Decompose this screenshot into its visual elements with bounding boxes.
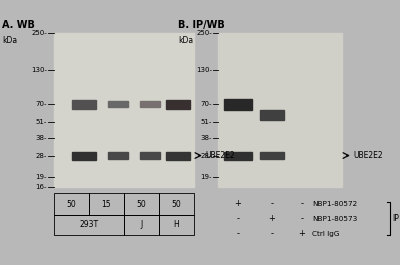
Text: -: - (300, 199, 304, 208)
Bar (166, 152, 190, 160)
Bar (224, 99, 252, 110)
Text: 50: 50 (172, 200, 181, 209)
Text: NBP1-80573: NBP1-80573 (312, 216, 357, 222)
Text: A. WB: A. WB (2, 20, 35, 30)
Text: Ctrl IgG: Ctrl IgG (312, 231, 340, 237)
Bar (260, 152, 284, 159)
Text: -: - (270, 229, 274, 238)
Text: 19-: 19- (35, 174, 47, 180)
Text: 70-: 70- (35, 101, 47, 107)
Text: IP: IP (392, 214, 399, 223)
Bar (54, 193, 89, 215)
Text: 51-: 51- (36, 119, 47, 125)
Text: -: - (270, 199, 274, 208)
Text: +: + (234, 199, 242, 208)
Bar (140, 101, 160, 107)
Text: -: - (236, 229, 240, 238)
Bar (159, 215, 194, 235)
Text: +: + (268, 214, 276, 223)
Text: 28-: 28- (201, 153, 212, 158)
Text: 16-: 16- (35, 184, 47, 190)
Text: +: + (298, 229, 306, 238)
Text: 19-: 19- (200, 174, 212, 180)
Bar (124, 193, 159, 215)
Bar (72, 152, 96, 160)
Bar (224, 152, 252, 160)
Text: 70-: 70- (200, 101, 212, 107)
Text: 50: 50 (67, 200, 76, 209)
Bar (89, 193, 124, 215)
Bar (108, 152, 128, 159)
Text: kDa: kDa (2, 36, 17, 45)
Text: J: J (140, 220, 143, 229)
Bar (108, 101, 128, 108)
Text: 51-: 51- (201, 119, 212, 125)
Text: -: - (300, 214, 304, 223)
Text: UBE2E2: UBE2E2 (354, 151, 383, 160)
Bar (72, 100, 96, 109)
Bar (140, 152, 160, 159)
Bar (218, 33, 342, 187)
Text: 28-: 28- (36, 153, 47, 158)
Bar (54, 215, 124, 235)
Text: 130-: 130- (31, 67, 47, 73)
Bar (159, 193, 194, 215)
Bar (124, 215, 159, 235)
Text: 15: 15 (102, 200, 111, 209)
Text: 130-: 130- (196, 67, 212, 73)
Text: 50: 50 (137, 200, 146, 209)
Text: H: H (174, 220, 179, 229)
Bar (166, 100, 190, 109)
Text: NBP1-80572: NBP1-80572 (312, 201, 357, 207)
Bar (54, 33, 194, 187)
Text: B. IP/WB: B. IP/WB (178, 20, 225, 30)
Text: UBE2E2: UBE2E2 (206, 151, 235, 160)
Text: 38-: 38- (200, 135, 212, 142)
Text: -: - (236, 214, 240, 223)
Text: 250-: 250- (196, 30, 212, 36)
Text: 293T: 293T (80, 220, 98, 229)
Text: 250-: 250- (31, 30, 47, 36)
Bar (260, 110, 284, 120)
Text: 38-: 38- (35, 135, 47, 142)
Text: kDa: kDa (178, 36, 193, 45)
